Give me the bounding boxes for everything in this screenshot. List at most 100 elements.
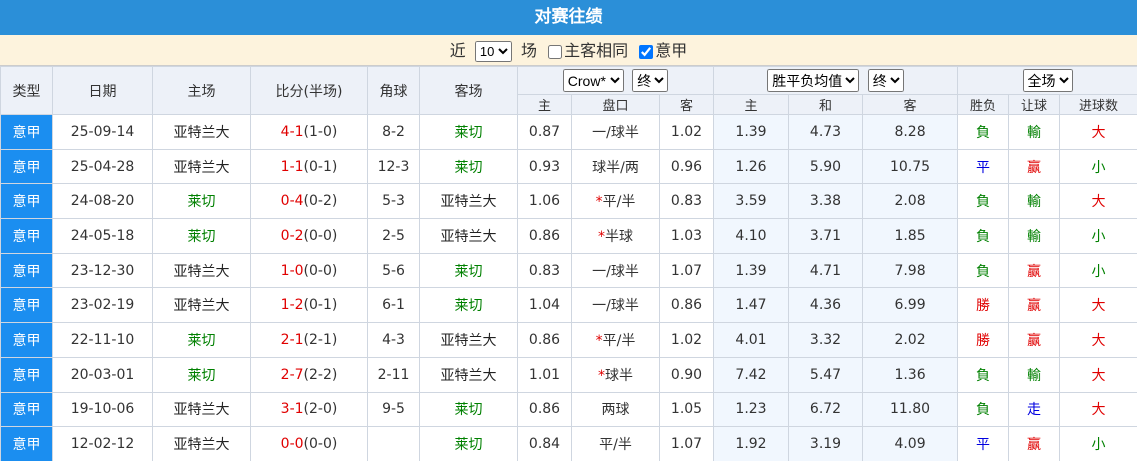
score: 3-1(2-0): [250, 391, 368, 428]
result: 負: [957, 356, 1010, 393]
away-team: 亚特兰大: [419, 322, 518, 358]
ah-away: 1.02: [658, 114, 715, 150]
record-table: 类型 日期 主场 比分(半场) 角球 客场 Crow* 终 胜平负均值 终 全场…: [0, 66, 1137, 461]
ah-away: 1.03: [658, 218, 715, 254]
ah-selects: Crow* 终: [516, 66, 715, 95]
col-corners: 角球: [367, 66, 420, 115]
odds-home: 1.39: [713, 252, 790, 289]
corners: 2-11: [367, 356, 420, 393]
odds-selects: 胜平负均值 终: [713, 66, 959, 95]
scope-selects: 全场: [957, 66, 1137, 95]
odds-draw: 3.19: [788, 426, 864, 461]
odds-home: 3.59: [713, 183, 790, 220]
ah-away: 0.90: [658, 356, 715, 393]
ah-result: 走: [1008, 391, 1061, 428]
match-row: 意甲 23-12-30 亚特兰大 1-0(0-0) 5-6 莱切 0.83 一/球半 1.07 1…: [0, 252, 1137, 289]
corners: 6-1: [367, 287, 420, 324]
date: 23-12-30: [52, 252, 153, 289]
odds-away: 6.99: [862, 287, 959, 324]
result: 負: [957, 183, 1010, 220]
date: 25-09-14: [52, 114, 153, 150]
away-team: 莱切: [419, 114, 518, 150]
ou-result: 大: [1059, 391, 1137, 428]
odds-draw: 4.36: [788, 287, 864, 324]
league: 意甲: [0, 426, 53, 461]
league-label: 意甲: [655, 41, 688, 60]
same-home-checkbox[interactable]: [548, 44, 563, 59]
ou-result: 小: [1059, 218, 1137, 254]
col-date: 日期: [52, 66, 153, 115]
half-score: (0-1): [303, 158, 338, 175]
odds-home: 1.23: [713, 391, 790, 428]
ou-result: 大: [1059, 287, 1137, 324]
col-type: 类型: [0, 66, 53, 115]
corners: 12-3: [367, 148, 420, 185]
odds-away: 7.98: [862, 252, 959, 289]
col-home: 主场: [152, 66, 251, 115]
half-score: (2-0): [303, 401, 338, 418]
odds-type-select[interactable]: 胜平负均值: [767, 69, 860, 92]
league: 意甲: [0, 356, 53, 393]
odds-away: 11.80: [862, 391, 959, 428]
home-team: 亚特兰大: [152, 252, 251, 289]
handicap-flag: *: [595, 194, 603, 211]
score: 1-2(0-1): [250, 287, 368, 324]
half-score: (0-2): [303, 193, 338, 210]
handicap-line: 平/半: [602, 194, 636, 211]
handicap: 一/球半: [571, 287, 660, 324]
ah-result: 赢: [1008, 322, 1061, 358]
odds-away: 1.36: [862, 356, 959, 393]
sub-header: 主: [713, 94, 790, 115]
match-row: 意甲 19-10-06 亚特兰大 3-1(2-0) 9-5 莱切 0.86 两球 1.05 1.2…: [0, 391, 1137, 428]
ou-result: 大: [1059, 322, 1137, 358]
ah-home: 1.01: [517, 356, 572, 393]
stage-select[interactable]: 终: [632, 69, 669, 92]
result: 負: [957, 391, 1010, 428]
result: 負: [957, 218, 1010, 254]
company-select[interactable]: Crow*: [562, 69, 624, 92]
score: 2-7(2-2): [250, 356, 368, 393]
ou-result: 小: [1059, 426, 1137, 461]
full-score: 2-1: [280, 331, 304, 348]
handicap-line: 两球: [601, 402, 630, 419]
sub-header: 主: [517, 94, 572, 115]
handicap: *半球: [571, 218, 660, 254]
league-checkbox[interactable]: [639, 44, 654, 59]
stage-select[interactable]: 终: [867, 69, 904, 92]
sub-header: 客: [658, 94, 715, 115]
league: 意甲: [0, 252, 53, 289]
half-score: (0-0): [303, 262, 338, 279]
odds-away: 2.08: [862, 183, 959, 220]
handicap-line: 半球: [605, 228, 633, 245]
full-score: 0-2: [280, 227, 304, 244]
ah-home: 1.06: [517, 183, 572, 220]
title: 对赛往绩: [0, 0, 1137, 35]
half-score: (0-0): [303, 436, 338, 453]
handicap: 一/球半: [571, 252, 660, 289]
sub-header: 进球数: [1059, 94, 1137, 115]
full-score: 1-2: [280, 297, 304, 314]
scope-select[interactable]: 全场: [1022, 69, 1073, 92]
sub-header: 让球: [1008, 94, 1061, 115]
result: 勝: [957, 322, 1010, 358]
count-select[interactable]: 10: [474, 41, 512, 62]
handicap-line: 球半/两: [592, 159, 639, 176]
date: 23-02-19: [52, 287, 153, 324]
ah-result: 輸: [1008, 356, 1061, 393]
sub-header: 客: [862, 94, 959, 115]
match-row: 意甲 24-08-20 莱切 0-4(0-2) 5-3 亚特兰大 1.06 *平/半 0.83 3…: [0, 183, 1137, 220]
away-team: 亚特兰大: [419, 356, 518, 393]
full-score: 3-1: [280, 401, 304, 418]
ah-away: 0.86: [658, 287, 715, 324]
score: 0-0(0-0): [250, 426, 368, 461]
date: 12-02-12: [52, 426, 153, 461]
score: 4-1(1-0): [250, 114, 368, 150]
handicap: 一/球半: [571, 114, 660, 150]
score: 1-0(0-0): [250, 252, 368, 289]
home-team: 亚特兰大: [152, 426, 251, 461]
ah-result: 輸: [1008, 183, 1061, 220]
col-score: 比分(半场): [250, 66, 368, 115]
sub-header: 胜负: [957, 94, 1010, 115]
result: 勝: [957, 287, 1010, 324]
